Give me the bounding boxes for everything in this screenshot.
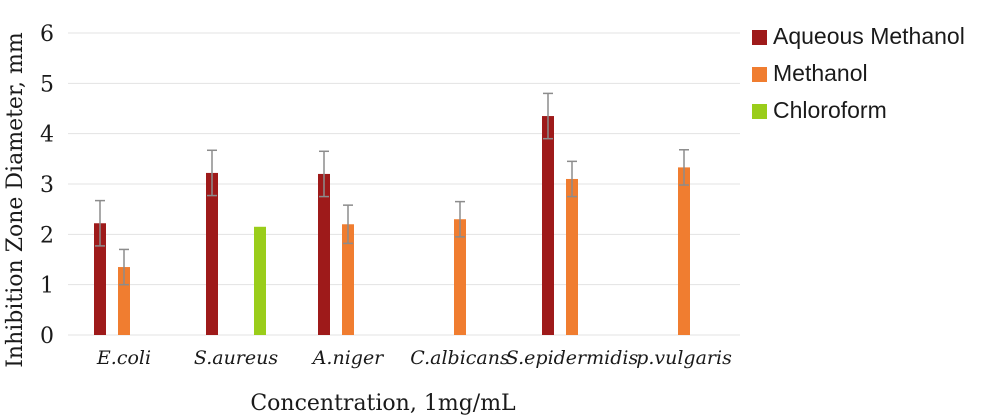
bar-aqueous-methanol (318, 173, 330, 335)
y-tick-label: 5 (40, 72, 54, 97)
bar-chloroform (254, 226, 266, 335)
y-axis-title: Inhibition Zone Diameter, mm (3, 32, 28, 368)
bar-methanol (454, 219, 466, 335)
gridlines (68, 32, 740, 336)
legend-swatch (752, 67, 767, 82)
y-tick-label: 4 (40, 123, 54, 148)
bar-aqueous-methanol (542, 116, 554, 335)
y-axis-ticks: 0 1 2 3 4 5 6 (40, 22, 54, 349)
legend-label: Chloroform (773, 97, 887, 123)
y-tick-label: 6 (40, 22, 54, 47)
x-axis-ticks: E.coli S.aureus A.niger C.albicansS.epiderm… (96, 347, 732, 369)
x-tick-label: E.coli (96, 347, 151, 369)
bars (94, 116, 690, 335)
legend-swatch (752, 30, 767, 45)
error-bars (95, 92, 689, 286)
x-tick-label: A.niger (311, 347, 385, 369)
y-tick-label: 1 (40, 274, 54, 299)
bar-methanol (566, 178, 578, 335)
legend-label: Methanol (773, 60, 868, 86)
y-tick-label: 3 (40, 173, 54, 198)
x-tick-label: S.aureus (194, 347, 279, 369)
legend-label: Aqueous Methanol (773, 23, 965, 49)
bar-methanol (678, 167, 690, 335)
y-tick-label: 0 (40, 324, 54, 349)
x-tick-label: S.epidermidis (506, 347, 639, 369)
x-tick-label: C.albicans (410, 347, 510, 369)
x-axis-title: Concentration, 1mg/mL (250, 391, 516, 416)
legend: Aqueous Methanol Methanol Chloroform (752, 23, 965, 123)
legend-swatch (752, 104, 767, 119)
bar-methanol (342, 224, 354, 335)
x-tick-label: p.vulgaris (636, 347, 732, 369)
bar-aqueous-methanol (94, 223, 106, 335)
y-tick-label: 2 (40, 223, 54, 248)
bar-aqueous-methanol (206, 172, 218, 335)
